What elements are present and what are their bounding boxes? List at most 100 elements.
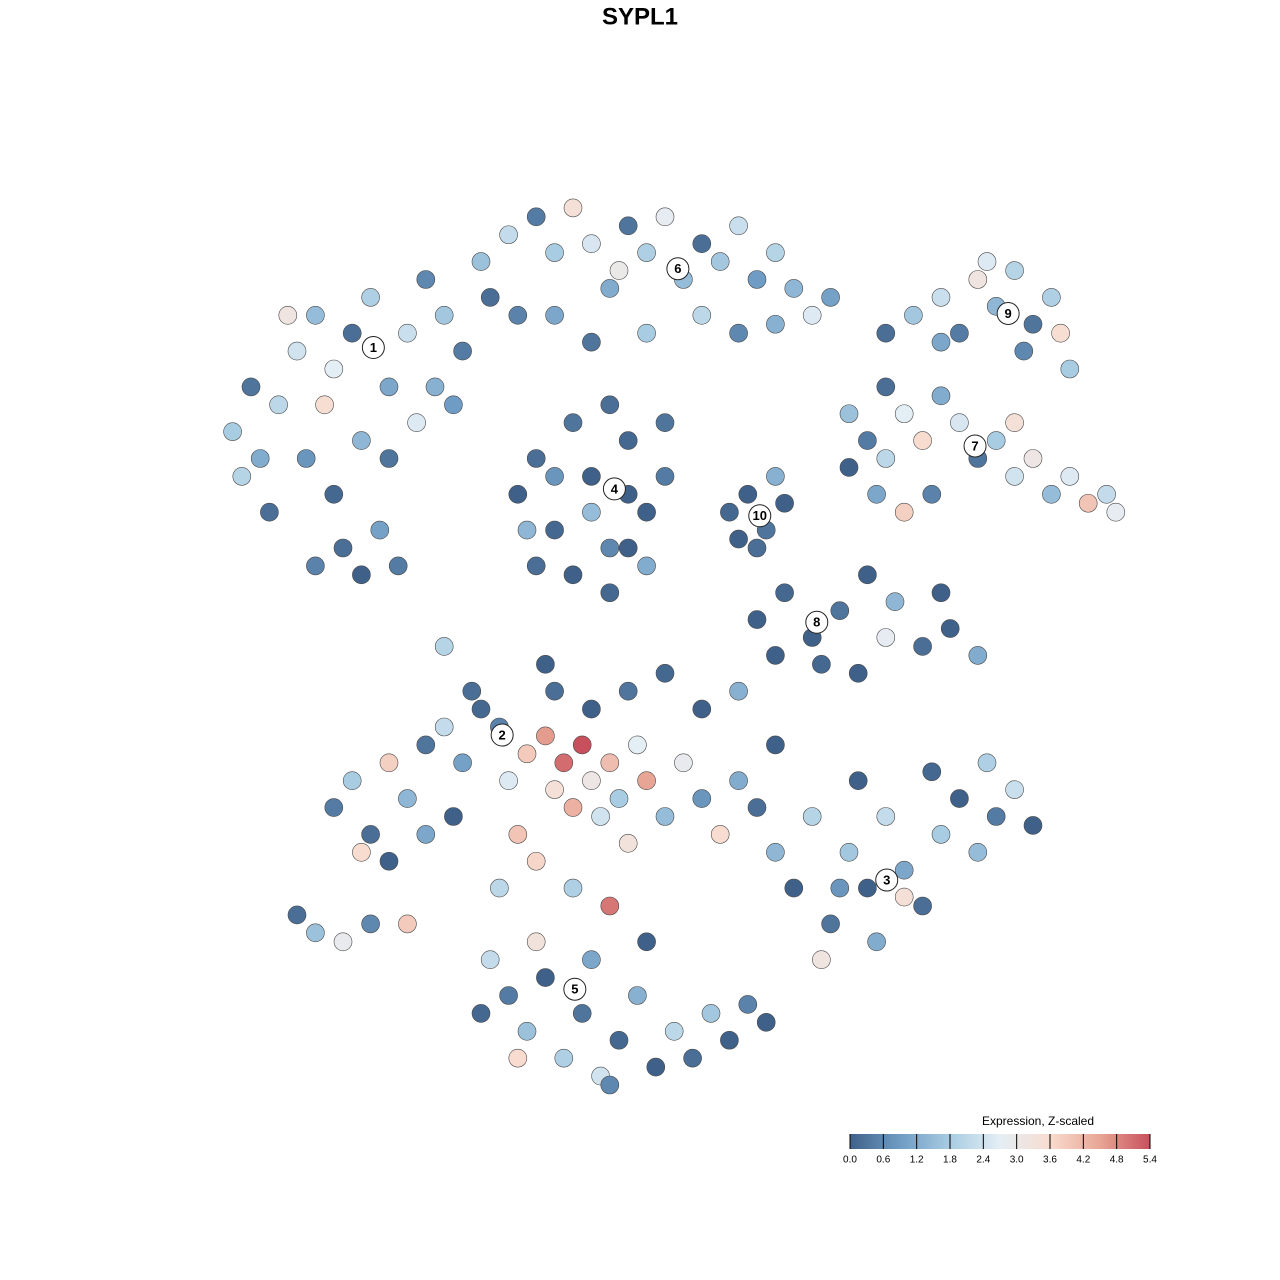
point: [572, 1004, 592, 1023]
point: [352, 565, 371, 585]
point: [1051, 323, 1070, 343]
point: [444, 395, 463, 415]
cluster-label: 6: [674, 261, 681, 276]
point: [747, 798, 767, 817]
chart-title: SYPL1: [602, 3, 678, 30]
point: [876, 807, 896, 826]
colorbar-tick-label: 2.4: [976, 1155, 990, 1166]
point: [655, 413, 675, 433]
point: [407, 413, 426, 433]
point: [784, 279, 804, 298]
point: [710, 252, 730, 271]
point: [802, 305, 822, 325]
point: [379, 377, 399, 397]
colorbar: Expression, Z-scaled 0.0 0.6 1.2 1.8 2.4 3.0 3…: [843, 1114, 1157, 1165]
point: [931, 332, 951, 352]
point: [490, 878, 509, 898]
point: [839, 458, 859, 477]
point: [628, 735, 647, 755]
point: [517, 744, 537, 764]
point: [416, 735, 436, 755]
cluster-label: 4: [611, 481, 619, 496]
point: [894, 887, 914, 907]
point: [508, 484, 528, 504]
point: [876, 377, 896, 397]
point: [637, 556, 656, 576]
point: [931, 825, 951, 844]
point: [1106, 502, 1126, 522]
point: [1060, 467, 1080, 486]
point: [618, 216, 638, 236]
point: [674, 753, 693, 773]
point: [784, 878, 804, 898]
point: [545, 467, 564, 486]
point: [333, 932, 353, 952]
point: [416, 270, 436, 289]
cluster-label: 3: [883, 872, 890, 887]
point: [554, 753, 574, 773]
colorbar-tick-label: 4.8: [1110, 1155, 1124, 1166]
point: [766, 646, 785, 665]
point: [591, 807, 610, 826]
point: [324, 798, 344, 817]
colorbar-title: Expression, Z-scaled: [982, 1114, 1094, 1128]
colorbar-tick-label: 4.2: [1076, 1155, 1090, 1166]
cluster-label-badge: [602, 477, 626, 501]
point: [582, 332, 601, 352]
point: [628, 986, 647, 1005]
point: [370, 520, 390, 540]
point: [830, 601, 850, 620]
point: [388, 556, 408, 576]
point: [499, 986, 518, 1005]
point: [894, 502, 914, 522]
point: [940, 619, 960, 638]
point: [499, 771, 518, 791]
point: [821, 288, 840, 307]
point: [1097, 484, 1116, 504]
point: [526, 932, 546, 952]
cluster-label: 2: [499, 727, 506, 742]
point: [232, 467, 252, 486]
cluster-label-badge: [875, 868, 899, 892]
point: [637, 932, 656, 952]
point: [756, 1013, 776, 1032]
point: [462, 681, 482, 701]
point: [223, 422, 242, 441]
cluster-labels: 1 2 3 4 5 6 7 8 9 10: [361, 257, 1020, 1001]
point: [361, 288, 380, 307]
point: [858, 431, 877, 450]
point: [480, 950, 500, 970]
point: [609, 261, 629, 280]
point: [692, 234, 712, 253]
cluster-label-badge: [490, 723, 514, 747]
point: [618, 681, 638, 701]
point: [563, 413, 583, 433]
colorbar-tick-label: 1.2: [910, 1155, 924, 1166]
point: [444, 807, 463, 826]
point: [545, 780, 564, 799]
point: [1005, 413, 1024, 433]
point: [655, 663, 675, 683]
point: [352, 842, 371, 862]
point: [1042, 484, 1061, 504]
point: [1005, 780, 1024, 799]
point: [618, 431, 638, 450]
point: [260, 502, 279, 522]
point: [1023, 816, 1043, 835]
point: [582, 467, 601, 486]
point: [968, 842, 988, 862]
cluster-label-badge: [666, 257, 690, 281]
point: [536, 968, 555, 987]
point: [600, 753, 620, 773]
point: [526, 449, 546, 468]
point: [434, 637, 454, 656]
point: [241, 377, 261, 397]
point: [747, 610, 767, 629]
point: [563, 878, 583, 898]
point: [766, 467, 785, 486]
point: [600, 538, 620, 558]
point: [342, 323, 362, 343]
point: [931, 583, 951, 603]
cluster-label-badge: [963, 434, 987, 458]
point: [361, 914, 380, 934]
